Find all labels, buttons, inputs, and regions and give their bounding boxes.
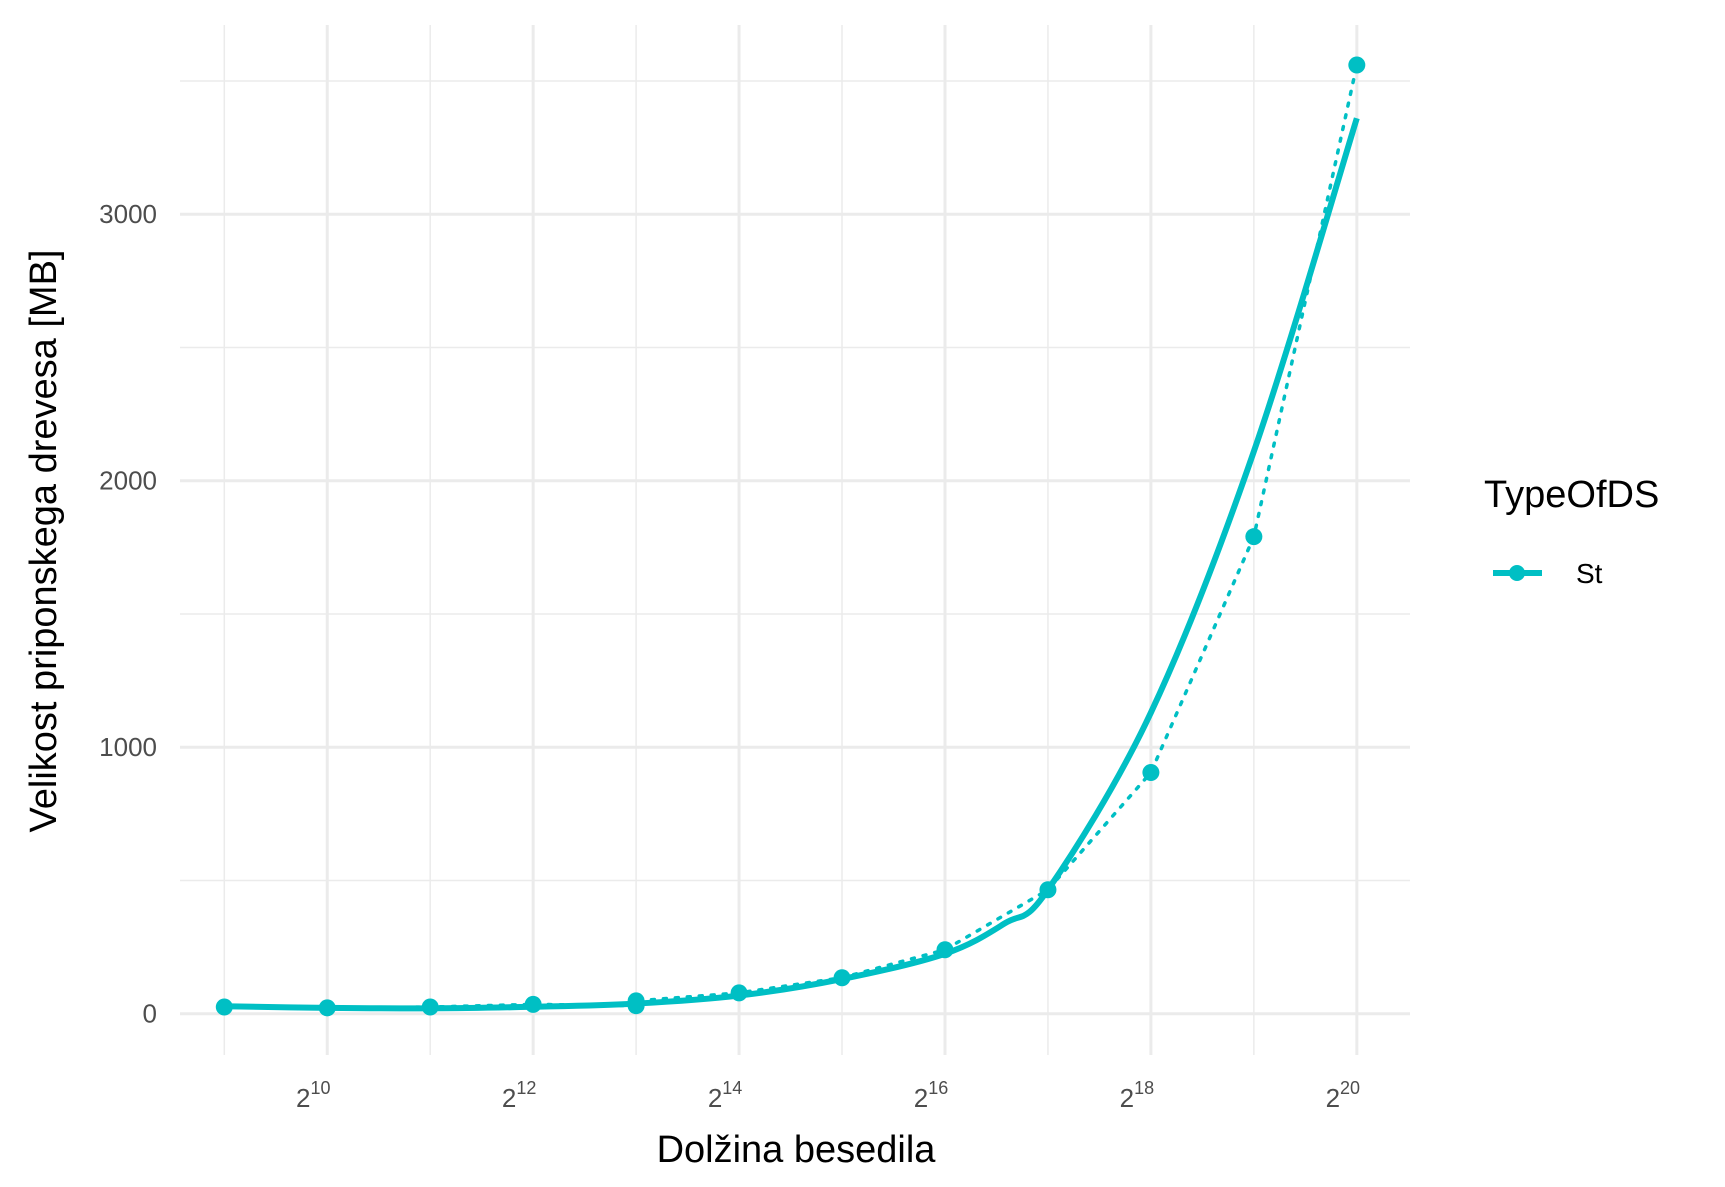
x-tick-exponent: 12 bbox=[516, 1078, 536, 1098]
x-tick-label: 212 bbox=[502, 1078, 537, 1113]
x-tick-exponent: 20 bbox=[1340, 1078, 1360, 1098]
data-point bbox=[1245, 528, 1263, 546]
x-tick-label: 220 bbox=[1326, 1078, 1361, 1113]
y-tick-label: 1000 bbox=[99, 732, 157, 762]
x-axis-tick-labels: 210 212 214 216 218 220 bbox=[296, 1078, 1360, 1113]
x-tick-exponent: 16 bbox=[928, 1078, 948, 1098]
data-point bbox=[318, 999, 336, 1017]
data-point bbox=[833, 969, 851, 987]
series-layer bbox=[215, 56, 1366, 1017]
y-tick-label: 0 bbox=[143, 999, 157, 1029]
data-point bbox=[524, 995, 542, 1013]
x-tick-base: 2 bbox=[502, 1083, 516, 1113]
x-tick-exponent: 14 bbox=[722, 1078, 742, 1098]
data-point bbox=[627, 997, 645, 1015]
x-tick-base: 2 bbox=[296, 1083, 310, 1113]
y-axis-tick-labels: 0 1000 2000 3000 bbox=[99, 199, 157, 1028]
x-tick-base: 2 bbox=[914, 1083, 928, 1113]
minor-gridlines bbox=[180, 25, 1410, 1055]
legend: TypeOfDS St bbox=[1484, 474, 1659, 589]
legend-key-point bbox=[1509, 565, 1525, 581]
data-point bbox=[421, 998, 439, 1016]
major-gridlines bbox=[180, 25, 1410, 1055]
x-tick-base: 2 bbox=[1326, 1083, 1340, 1113]
y-tick-label: 2000 bbox=[99, 466, 157, 496]
legend-label-st: St bbox=[1576, 558, 1603, 589]
x-axis-title: Dolžina besedila bbox=[657, 1129, 937, 1171]
legend-title: TypeOfDS bbox=[1484, 474, 1659, 516]
data-point bbox=[1142, 764, 1160, 782]
data-point bbox=[1348, 56, 1366, 74]
y-tick-label: 3000 bbox=[99, 199, 157, 229]
x-tick-base: 2 bbox=[708, 1083, 722, 1113]
x-tick-exponent: 10 bbox=[310, 1078, 330, 1098]
data-point bbox=[936, 941, 954, 959]
x-tick-label: 214 bbox=[708, 1078, 743, 1113]
x-tick-label: 216 bbox=[914, 1078, 949, 1113]
y-axis-title: Velikost priponskega drevesa [MB] bbox=[23, 250, 65, 833]
x-tick-label: 218 bbox=[1120, 1078, 1155, 1113]
x-tick-label: 210 bbox=[296, 1078, 331, 1113]
series-st-smooth-curve bbox=[224, 117, 1360, 1012]
data-point bbox=[215, 998, 233, 1016]
x-tick-base: 2 bbox=[1120, 1083, 1134, 1113]
data-point bbox=[1039, 881, 1057, 899]
x-tick-exponent: 18 bbox=[1134, 1078, 1154, 1098]
series-st-dotted-line bbox=[222, 63, 1359, 1010]
data-point bbox=[730, 984, 748, 1002]
